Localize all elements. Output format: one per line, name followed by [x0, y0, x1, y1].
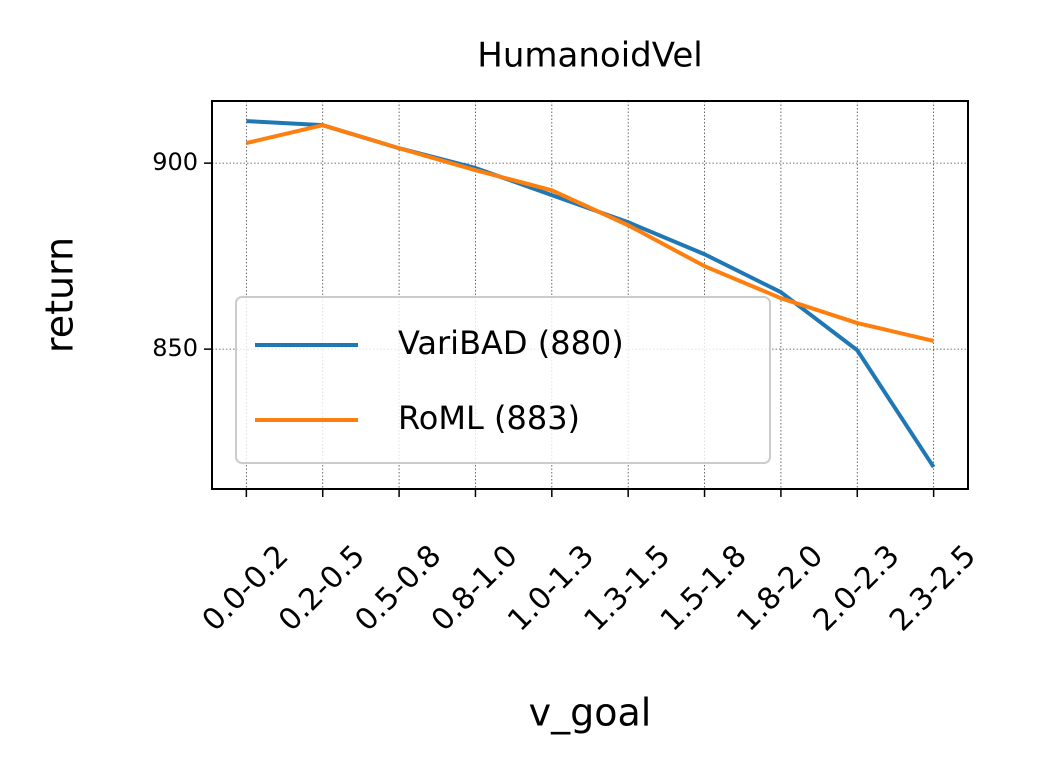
y-axis-label: return	[38, 237, 82, 353]
y-tick-label: 900	[152, 148, 198, 176]
legend-label: RoML (883)	[398, 399, 580, 437]
x-axis-label: v_goal	[529, 691, 652, 735]
plot-frame	[211, 100, 969, 490]
series-line	[245, 123, 935, 343]
legend-label: VariBAD (880)	[398, 324, 624, 362]
legend-box	[235, 296, 771, 464]
chart-title: HumanoidVel	[477, 36, 702, 76]
x-tick-label: 2.3-2.5	[883, 538, 983, 638]
y-tick-label: 850	[152, 334, 198, 362]
